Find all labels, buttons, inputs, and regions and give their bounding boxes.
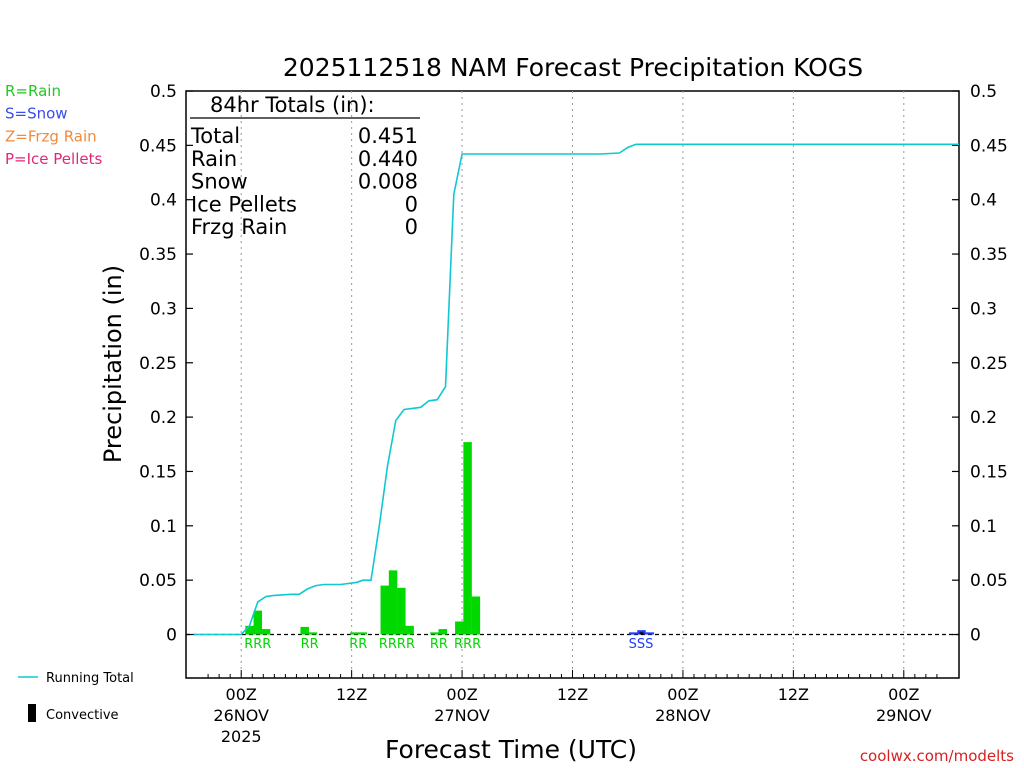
totals-value: 0.440	[358, 147, 418, 171]
y-tick-label-right: 0.3	[970, 299, 997, 319]
y-tick-label-right: 0.1	[970, 517, 997, 537]
source-credit: coolwx.com/modelts	[860, 747, 1014, 765]
y-tick-label-right: 0.5	[970, 82, 997, 102]
x-tick-label: 00Z	[888, 685, 919, 704]
totals-label: Snow	[191, 170, 248, 194]
y-axis-right: 0 0.05 0.1 0.15 0.2 0.25 0.3 0.35 0.4 0.45 0.5	[952, 82, 1008, 646]
x-tick-label: 29NOV	[876, 706, 932, 725]
y-tick-label-left: 0.1	[150, 517, 177, 537]
y-tick-label-right: 0.15	[970, 462, 1008, 482]
precip-type-legend: R=Rain S=Snow Z=Frzg Rain P=Ice Pellets	[5, 82, 102, 168]
y-tick-label-left: 0.5	[150, 82, 177, 102]
bar-rain	[463, 442, 472, 635]
y-tick-label-left: 0.3	[150, 299, 177, 319]
running-total-legend: Running Total	[18, 671, 134, 686]
bar-rain	[253, 610, 263, 635]
bar-rain	[245, 625, 254, 635]
totals-box: 84hr Totals (in): Total 0.451 Rain 0.440 Sno…	[190, 93, 420, 239]
precip-type-label: RR	[430, 637, 448, 652]
bar-rain	[471, 596, 481, 635]
precip-type-label: RR	[301, 637, 319, 652]
precip-bars	[245, 442, 655, 635]
type-legend-item: Z=Frzg Rain	[5, 127, 97, 145]
bar-rain	[397, 587, 406, 635]
y-tick-label-left: 0.25	[139, 354, 177, 374]
precip-type-label: RRRR	[379, 637, 415, 652]
precip-type-label: RR	[349, 637, 367, 652]
bar-rain	[430, 632, 439, 635]
bar-rain	[350, 632, 359, 635]
vertical-gridlines	[240, 91, 905, 678]
y-tick-label-left: 0.35	[139, 245, 177, 265]
y-tick-label-left: 0	[166, 626, 177, 646]
x-tick-label: 00Z	[446, 685, 477, 704]
x-tick-label: 27NOV	[434, 706, 490, 725]
x-tick-label: 28NOV	[655, 706, 711, 725]
y-tick-label-left: 0.4	[150, 191, 177, 211]
y-tick-label-right: 0.2	[970, 408, 997, 428]
type-legend-item: P=Ice Pellets	[5, 150, 102, 168]
y-tick-label-right: 0.25	[970, 354, 1008, 374]
precip-type-labels: RRR RR RR RRRR RR RRR SSS	[244, 637, 653, 652]
bar-rain	[455, 621, 464, 635]
chart-title: 2025112518 NAM Forecast Precipitation KO…	[283, 53, 863, 82]
totals-value: 0.451	[358, 124, 418, 148]
bar-rain	[388, 570, 398, 635]
y-axis-label: Precipitation (in)	[99, 265, 127, 463]
x-tick-label: 26NOV	[213, 706, 269, 725]
x-axis-label: Forecast Time (UTC)	[385, 735, 637, 764]
y-tick-label-right: 0.05	[970, 571, 1008, 591]
x-tick-label: 12Z	[778, 685, 809, 704]
precip-type-label: RRR	[454, 637, 481, 652]
y-tick-label-right: 0.45	[970, 136, 1008, 156]
running-total-line	[193, 143, 959, 636]
precip-type-label: SSS	[629, 637, 654, 652]
y-tick-label-right: 0.35	[970, 245, 1008, 265]
bar-snow	[628, 632, 638, 635]
precip-type-label: RRR	[244, 637, 271, 652]
convective-legend: Convective	[28, 704, 119, 723]
convective-legend-label: Convective	[46, 708, 119, 723]
totals-label: Frzg Rain	[191, 215, 287, 239]
x-tick-label: 00Z	[667, 685, 698, 704]
bar-rain	[261, 629, 271, 635]
x-tick-label: 2025	[221, 727, 262, 746]
totals-label: Rain	[191, 147, 237, 171]
x-tick-label: 12Z	[557, 685, 588, 704]
type-legend-item: R=Rain	[5, 82, 61, 100]
bar-rain	[308, 632, 318, 635]
y-tick-label-left: 0.45	[139, 136, 177, 156]
totals-label: Ice Pellets	[191, 192, 297, 216]
totals-value: 0.008	[358, 170, 418, 194]
x-tick-label: 00Z	[226, 685, 257, 704]
x-tick-label: 12Z	[336, 685, 367, 704]
type-legend-item: S=Snow	[5, 105, 68, 123]
bar-snow	[645, 632, 655, 635]
y-tick-label-left: 0.05	[139, 571, 177, 591]
totals-value: 0	[405, 192, 418, 216]
bar-rain	[358, 632, 367, 635]
x-axis: 00Z 26NOV 2025 12Z 00Z 27NOV 12Z 00Z 28NOV 12Z 00Z…	[207, 670, 938, 746]
totals-label: Total	[190, 124, 240, 148]
y-tick-label-right: 0	[970, 626, 981, 646]
running-total-legend-label: Running Total	[46, 671, 134, 686]
bar-rain	[405, 625, 414, 635]
totals-heading: 84hr Totals (in):	[210, 93, 375, 117]
convective-legend-swatch	[28, 704, 36, 722]
y-axis-left: 0 0.05 0.1 0.15 0.2 0.25 0.3 0.35 0.4 0.45 0.5	[139, 82, 193, 646]
bar-rain	[380, 585, 390, 635]
bar-rain	[300, 626, 309, 635]
y-tick-label-right: 0.4	[970, 191, 997, 211]
totals-value: 0	[405, 215, 418, 239]
totals-rows: Total 0.451 Rain 0.440 Snow 0.008 Ice Pellets 0…	[190, 124, 418, 239]
bar-rain	[438, 629, 447, 635]
bar-convective	[639, 632, 644, 635]
y-tick-label-left: 0.15	[139, 462, 177, 482]
y-tick-label-left: 0.2	[150, 408, 177, 428]
